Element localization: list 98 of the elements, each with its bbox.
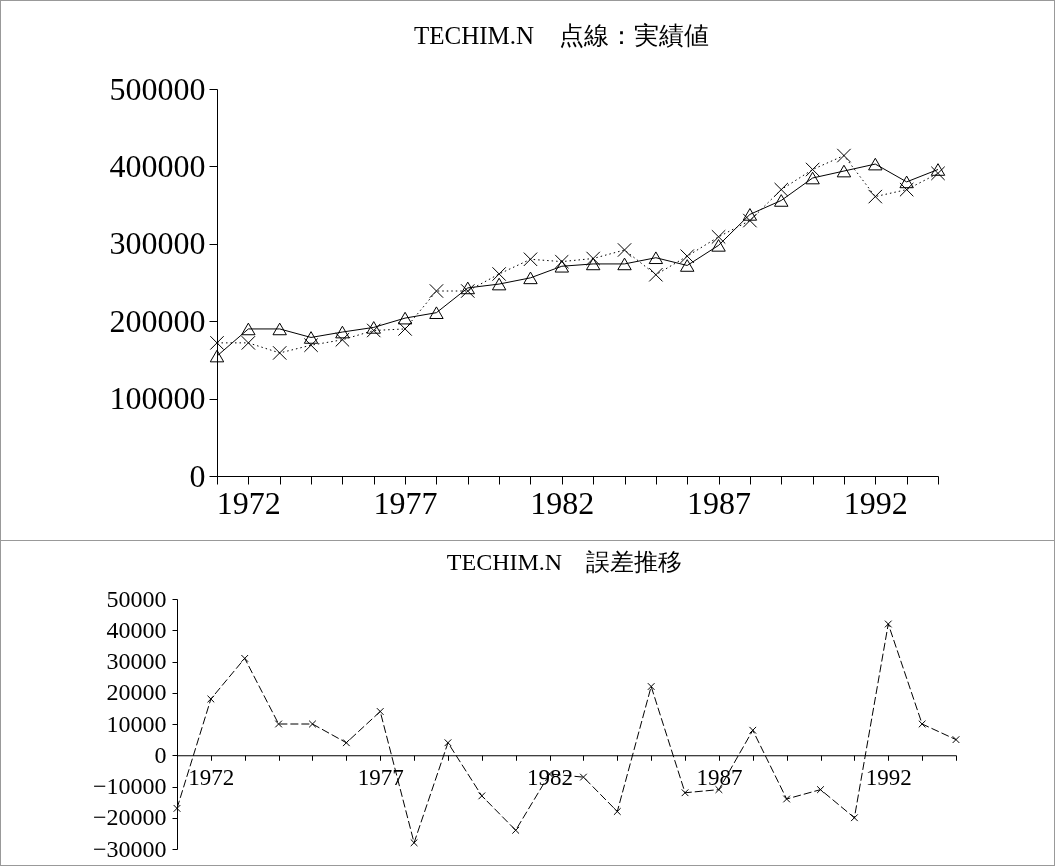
- point: [240, 654, 249, 663]
- point: [366, 323, 381, 338]
- y-tick-label: −10000: [92, 773, 167, 799]
- point: [930, 166, 946, 181]
- point: [774, 182, 789, 197]
- point: [805, 162, 820, 177]
- y-tick-label: 30000: [106, 648, 167, 674]
- point: [209, 335, 225, 351]
- y-tick-label: 0: [154, 741, 167, 768]
- point: [585, 251, 601, 266]
- point: [207, 695, 215, 703]
- point: [366, 321, 381, 334]
- y-tick-label: 200000: [109, 302, 206, 339]
- point: [460, 281, 475, 295]
- point: [444, 738, 452, 747]
- point: [836, 148, 852, 163]
- y-tick-label: 0: [189, 457, 206, 494]
- point: [742, 208, 758, 221]
- y-tick-label: 10000: [106, 710, 167, 737]
- point: [805, 171, 820, 185]
- chart-title: TECHIM.N 点線：実績値: [413, 22, 710, 49]
- point: [711, 229, 726, 245]
- point: [554, 259, 570, 273]
- point: [715, 785, 723, 794]
- point: [680, 248, 695, 264]
- point: [554, 254, 570, 269]
- point: [585, 257, 601, 271]
- point: [272, 345, 287, 361]
- point: [209, 349, 225, 363]
- point: [491, 266, 507, 282]
- y-tick-label: −30000: [92, 835, 167, 862]
- point: [511, 826, 520, 835]
- point: [272, 322, 287, 336]
- point: [274, 720, 283, 728]
- point: [647, 682, 656, 691]
- point: [782, 795, 791, 803]
- point: [617, 257, 632, 271]
- y-tick-label: 40000: [106, 616, 167, 643]
- point: [748, 726, 757, 735]
- point: [397, 321, 413, 337]
- point: [523, 252, 538, 267]
- point: [681, 788, 689, 797]
- point: [173, 804, 181, 813]
- point: [303, 331, 319, 344]
- x-tick-label: 1987: [696, 764, 743, 790]
- point: [774, 194, 789, 207]
- x-tick-label: 1992: [865, 764, 912, 790]
- point: [429, 283, 444, 299]
- point: [579, 773, 588, 781]
- point: [680, 259, 695, 272]
- x-tick-label: 1972: [188, 764, 235, 790]
- point: [410, 838, 418, 847]
- x-tick-label: 1977: [373, 484, 438, 521]
- point: [899, 182, 914, 197]
- x-tick-label: 1977: [357, 764, 404, 790]
- point: [930, 163, 946, 176]
- point: [491, 277, 507, 291]
- y-tick-label: −20000: [92, 804, 167, 831]
- point: [899, 175, 914, 189]
- point: [429, 306, 444, 319]
- x-tick-label: 1972: [216, 484, 281, 521]
- point: [868, 157, 883, 171]
- point: [460, 283, 475, 299]
- point: [397, 311, 413, 325]
- point: [335, 325, 350, 339]
- x-tick-label: 1982: [527, 764, 574, 790]
- x-tick-label: 1992: [843, 484, 908, 521]
- point: [711, 239, 726, 252]
- y-tick-label: 300000: [109, 225, 206, 262]
- point: [952, 735, 960, 744]
- point: [303, 337, 319, 353]
- x-tick-label: 1987: [687, 484, 752, 521]
- point: [836, 164, 852, 178]
- y-tick-label: 20000: [106, 679, 167, 706]
- y-tick-label: 400000: [109, 147, 206, 184]
- point: [884, 620, 893, 628]
- point: [918, 720, 926, 728]
- point: [613, 807, 622, 816]
- x-tick-label: 1982: [530, 484, 595, 521]
- point: [241, 322, 256, 336]
- point: [850, 813, 859, 822]
- point: [742, 213, 758, 228]
- y-tick-label: 100000: [109, 380, 206, 417]
- point: [335, 332, 350, 347]
- point: [523, 271, 538, 285]
- y-tick-label: 50000: [106, 585, 167, 612]
- y-tick-label: 500000: [109, 70, 206, 107]
- point: [648, 267, 664, 282]
- point: [648, 251, 664, 265]
- point: [816, 785, 825, 794]
- point: [241, 335, 256, 351]
- point: [617, 242, 632, 258]
- point: [376, 707, 385, 716]
- point: [308, 720, 317, 728]
- point: [342, 738, 351, 747]
- chart-title: TECHIM.N 誤差推移: [446, 549, 683, 575]
- point: [868, 189, 883, 204]
- point: [477, 792, 486, 800]
